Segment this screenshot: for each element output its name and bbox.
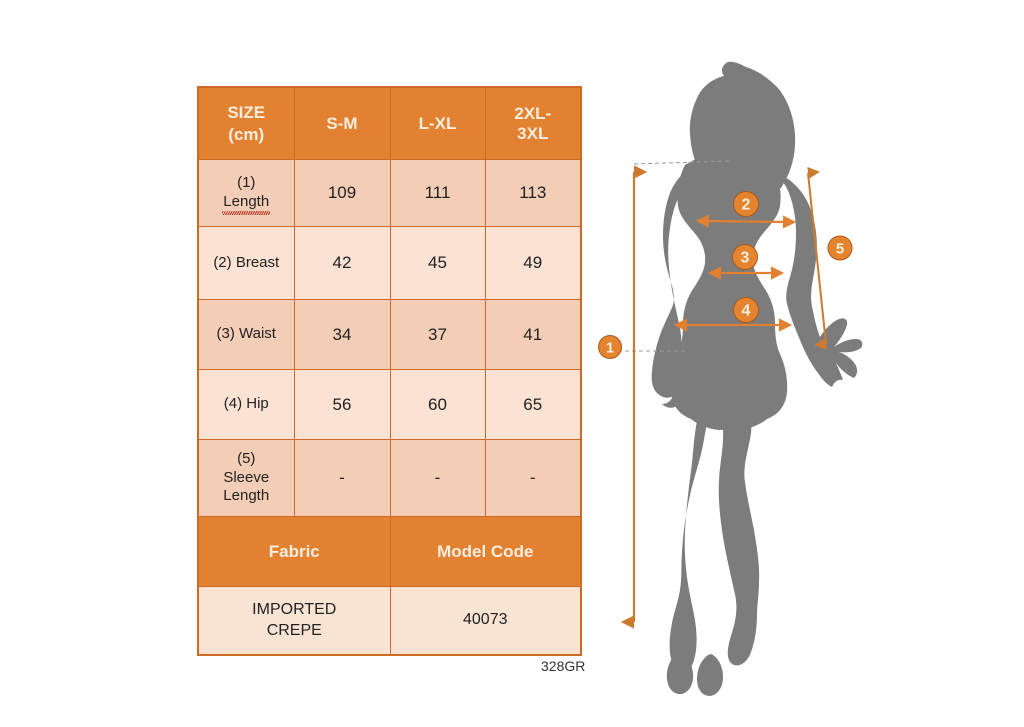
svg-text:1: 1: [606, 340, 614, 357]
svg-text:4: 4: [742, 303, 751, 320]
svg-text:3: 3: [741, 250, 750, 267]
svg-text:5: 5: [836, 241, 844, 258]
svg-text:2: 2: [742, 197, 751, 214]
